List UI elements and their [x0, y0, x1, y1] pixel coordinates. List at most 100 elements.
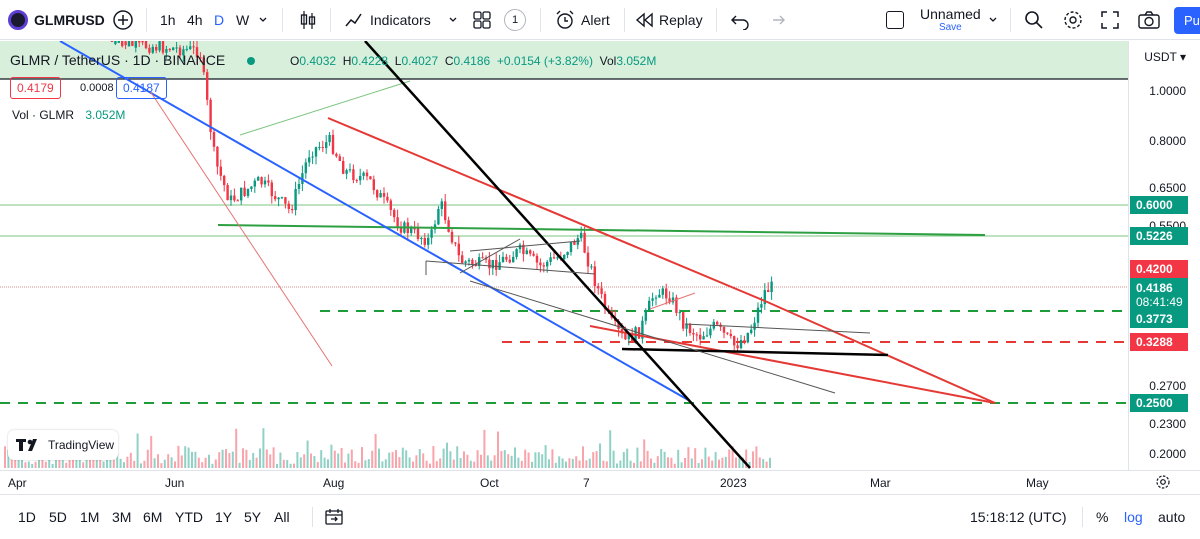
currency-selector[interactable]: USDT ▾ — [1144, 50, 1186, 64]
current-price-tag: 0.4186 08:41:49 — [1130, 278, 1188, 312]
sell-price-button[interactable]: 0.4179 — [10, 77, 61, 99]
volume-legend[interactable]: Vol · GLMR 3.052M — [12, 108, 126, 122]
candle-body — [760, 304, 763, 308]
volume-bar — [310, 453, 312, 468]
ohlc-values: O0.4032 H0.4228 L0.4027 C0.4186 +0.0154 … — [290, 54, 657, 68]
volume-bar — [344, 462, 346, 468]
fullscreen-icon[interactable] — [1100, 0, 1120, 40]
range-6m[interactable]: 6M — [143, 509, 163, 525]
search-icon[interactable] — [1024, 0, 1044, 40]
alert-label: Alert — [581, 12, 610, 28]
volume-bar — [602, 460, 605, 468]
volume-bar — [762, 459, 765, 468]
range-5d[interactable]: 5D — [49, 509, 67, 525]
range-5y[interactable]: 5Y — [244, 509, 262, 525]
volume-histogram — [4, 428, 771, 468]
volume-bar — [748, 461, 751, 468]
volume-bar — [497, 431, 499, 468]
publish-button[interactable]: Pu — [1174, 0, 1200, 40]
time-label: Mar — [870, 476, 891, 490]
volume-bar — [391, 452, 394, 468]
interval-1h[interactable]: 1h — [160, 12, 176, 28]
alert-button[interactable]: Alert — [554, 0, 610, 40]
price-chart-canvas[interactable] — [0, 40, 1128, 470]
range-1d[interactable]: 1D — [18, 509, 36, 525]
range-3m[interactable]: 3M — [112, 509, 132, 525]
price-axis[interactable]: USDT ▾ 1.0000 0.8000 0.6500 0.5500 0.270… — [1128, 41, 1200, 470]
layout-count-badge[interactable]: 1 — [504, 0, 526, 40]
undo-icon[interactable] — [730, 0, 750, 40]
gray-box-top — [425, 260, 596, 275]
auto-scale-toggle[interactable]: auto — [1158, 509, 1186, 525]
interval-dropdown-chevron-icon[interactable] — [258, 0, 268, 40]
volume-bar — [531, 461, 533, 468]
volume-bar — [466, 454, 469, 468]
interval-d[interactable]: D — [214, 12, 225, 28]
candle-body — [583, 232, 586, 253]
date-range-calendar-icon[interactable] — [324, 495, 344, 539]
candle-body — [756, 307, 760, 323]
candle-body — [335, 153, 338, 157]
volume-bar — [721, 457, 724, 468]
candle-body — [192, 46, 195, 48]
tradingview-badge[interactable]: TradingView — [8, 430, 118, 460]
candle-body — [250, 186, 253, 189]
camera-snapshot-icon[interactable] — [1138, 0, 1160, 40]
volume-bar — [452, 459, 455, 468]
interval-w[interactable]: W — [236, 12, 250, 28]
symbol-legend[interactable]: GLMR / TetherUS · 1D · BINANCE — [10, 52, 256, 68]
interval-4h[interactable]: 4h — [187, 12, 203, 28]
layout-grid-icon[interactable] — [472, 0, 492, 40]
replay-button[interactable]: Replay — [634, 0, 703, 40]
volume-bar — [259, 448, 261, 468]
redo-icon[interactable] — [766, 0, 786, 40]
candle-body — [420, 237, 423, 240]
black-steep-trendline — [364, 40, 751, 469]
volume-bar — [653, 462, 656, 468]
layout-checkbox[interactable] — [886, 0, 904, 40]
volume-bar — [140, 463, 142, 468]
range-1y[interactable]: 1Y — [215, 509, 233, 525]
indicators-chevron-icon[interactable] — [448, 0, 458, 40]
range-all[interactable]: All — [274, 509, 290, 525]
volume-bar — [371, 450, 374, 468]
candle-body — [355, 180, 358, 182]
percent-scale-toggle[interactable]: % — [1096, 509, 1109, 525]
utc-clock[interactable]: 15:18:12 (UTC) — [970, 509, 1067, 525]
candle-body — [767, 290, 770, 293]
candles-chart-type-icon[interactable] — [298, 0, 318, 40]
candle-body — [627, 333, 630, 340]
layout-name[interactable]: Unnamed Save — [920, 0, 981, 40]
candle-body — [661, 288, 664, 295]
volume-bar — [612, 450, 615, 468]
candle-body — [338, 156, 341, 161]
volume-bar — [102, 461, 105, 468]
time-axis-settings-gear-icon[interactable] — [1155, 474, 1171, 493]
compare-add-icon[interactable] — [112, 0, 134, 40]
save-label[interactable]: Save — [938, 22, 962, 33]
range-ytd[interactable]: YTD — [175, 509, 203, 525]
bottom-toolbar: 1D 5D 1M 3M 6M YTD 1Y 5Y All 15:18:12 (U… — [0, 494, 1200, 538]
chart-pane[interactable] — [0, 40, 1128, 470]
candle-body — [566, 251, 569, 255]
volume-bar — [548, 459, 550, 468]
buy-price-button[interactable]: 0.4187 — [116, 77, 167, 99]
volume-bar — [568, 458, 571, 468]
candle-body — [705, 335, 709, 337]
candle-body — [416, 228, 420, 240]
candle-body — [651, 298, 654, 301]
volume-bar — [769, 457, 771, 468]
candle-body — [369, 176, 372, 180]
symbol-search[interactable]: GLMRUSD — [8, 0, 105, 40]
volume-bar — [711, 460, 714, 468]
candle-body — [671, 297, 675, 303]
log-scale-toggle[interactable]: log — [1124, 509, 1143, 525]
price-tag-0.3288: 0.3288 — [1130, 333, 1188, 351]
layout-chevron-icon[interactable] — [988, 0, 998, 40]
time-axis[interactable]: Apr Jun Aug Oct 7 2023 Mar May — [0, 470, 1200, 494]
candle-body — [603, 293, 607, 309]
settings-gear-icon[interactable] — [1062, 0, 1084, 40]
range-1m[interactable]: 1M — [80, 509, 100, 525]
candle-body — [539, 262, 542, 266]
indicators-button[interactable]: Indicators — [344, 0, 431, 40]
